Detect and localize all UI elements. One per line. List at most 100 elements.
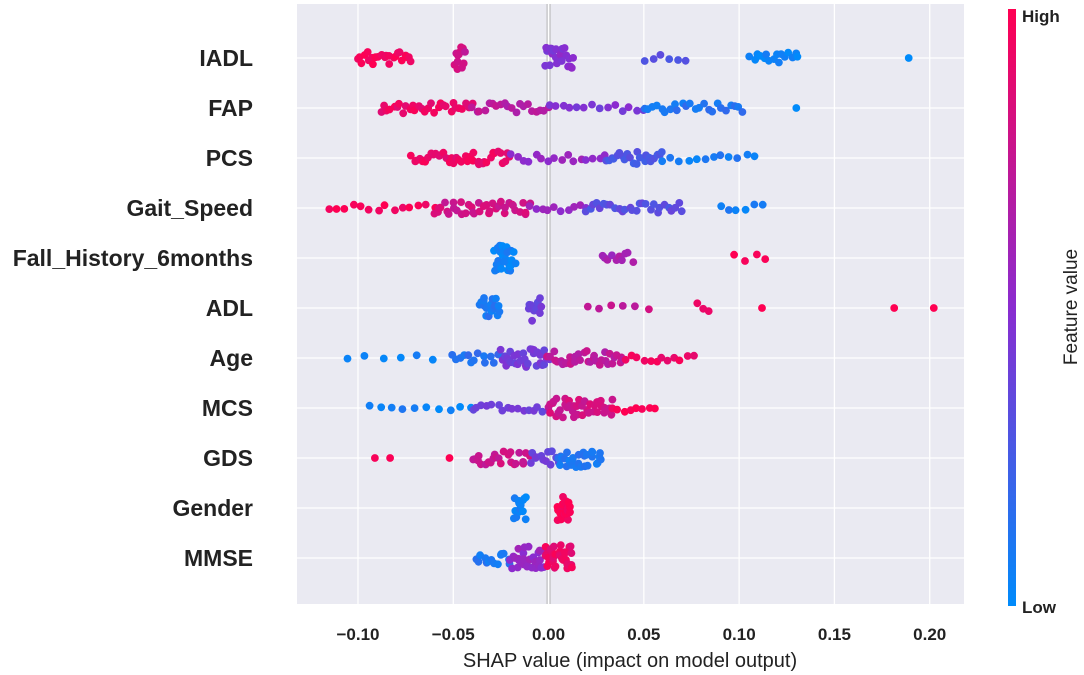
- shap-point: [487, 400, 496, 409]
- shap-point: [421, 200, 430, 209]
- shap-point: [629, 258, 638, 266]
- shap-point: [557, 57, 566, 65]
- shap-point: [399, 109, 408, 118]
- shap-point: [758, 304, 766, 312]
- shap-point: [414, 201, 423, 210]
- shap-point: [396, 353, 405, 362]
- shap-point: [685, 99, 694, 108]
- shap-point: [519, 507, 527, 516]
- shap-point: [524, 157, 533, 166]
- shap-point: [410, 404, 419, 412]
- shap-point: [458, 105, 466, 113]
- shap-point: [758, 200, 767, 209]
- shap-point: [506, 448, 515, 456]
- feature-label: Age: [210, 345, 253, 371]
- data-points: [325, 43, 938, 573]
- shap-point: [340, 205, 349, 213]
- feature-label: MMSE: [184, 545, 253, 571]
- x-tick-label: 0.05: [627, 625, 660, 644]
- shap-point: [663, 356, 672, 365]
- shap-point: [364, 205, 373, 214]
- shap-point: [693, 299, 702, 308]
- shap-point: [494, 560, 502, 569]
- x-tick-label: 0.10: [723, 625, 756, 644]
- shap-point: [387, 403, 396, 412]
- shap-point: [738, 108, 747, 116]
- feature-label: GDS: [203, 445, 253, 471]
- shap-point: [681, 56, 690, 65]
- shap-point: [435, 405, 443, 414]
- shap-point: [550, 154, 558, 163]
- shap-point: [422, 403, 431, 412]
- shap-point: [540, 360, 549, 369]
- shap-point: [428, 355, 437, 364]
- shap-point: [556, 541, 565, 549]
- shap-point: [588, 100, 596, 109]
- shap-point: [640, 57, 649, 65]
- shap-point: [480, 352, 488, 361]
- shap-point: [607, 410, 616, 419]
- shap-point: [741, 205, 750, 214]
- shap-point: [550, 347, 559, 356]
- shap-point: [537, 154, 545, 163]
- shap-point: [683, 352, 692, 360]
- shap-point: [513, 404, 522, 413]
- shap-point: [545, 61, 554, 70]
- shap-point: [657, 353, 666, 362]
- shap-point: [380, 201, 389, 210]
- shap-point: [745, 52, 754, 61]
- shap-point: [649, 55, 658, 63]
- shap-point: [430, 108, 438, 117]
- shap-point: [494, 302, 503, 310]
- shap-point: [548, 447, 556, 456]
- shap-point: [595, 104, 604, 113]
- shap-point: [563, 448, 571, 457]
- shap-point: [546, 460, 555, 469]
- shap-point: [564, 515, 572, 524]
- shap-point: [666, 105, 675, 114]
- shap-point: [692, 155, 701, 164]
- shap-point: [332, 205, 341, 213]
- shap-point: [743, 150, 752, 159]
- shap-point: [725, 206, 733, 214]
- shap-point: [761, 255, 770, 263]
- shap-point: [632, 160, 641, 168]
- shap-point: [467, 103, 476, 112]
- shap-point: [499, 549, 508, 558]
- x-axis-ticks: −0.10 −0.05 0.00 0.05 0.10 0.15 0.20: [336, 625, 946, 644]
- shap-point: [457, 198, 465, 207]
- shap-point: [385, 60, 394, 68]
- shap-point: [495, 307, 504, 316]
- shap-point: [469, 356, 478, 365]
- shap-point: [514, 153, 522, 161]
- shap-point: [741, 257, 749, 265]
- x-tick-label: −0.10: [336, 625, 379, 644]
- feature-label: Fall_History_6months: [13, 245, 253, 271]
- shap-point: [469, 148, 478, 157]
- x-tick-label: 0.15: [818, 625, 851, 644]
- colorbar-title: Feature value: [1061, 249, 1082, 365]
- shap-point: [512, 108, 521, 117]
- shap-point: [536, 556, 544, 564]
- shap-point: [632, 353, 641, 362]
- shap-point: [525, 202, 534, 211]
- shap-point: [456, 403, 464, 411]
- shap-point: [350, 200, 358, 209]
- shap-point: [657, 148, 666, 156]
- shap-point: [566, 508, 574, 517]
- shap-point: [588, 448, 597, 457]
- shap-point: [672, 106, 681, 115]
- shap-point: [632, 206, 641, 215]
- shap-point: [482, 158, 491, 167]
- shap-point: [386, 454, 394, 462]
- shap-point: [552, 45, 560, 54]
- shap-point: [496, 149, 505, 157]
- shap-point: [674, 157, 683, 166]
- shap-point: [621, 355, 630, 364]
- shap-point: [519, 199, 528, 207]
- shap-point: [649, 200, 658, 209]
- shap-point: [496, 459, 505, 468]
- colorbar: [1008, 9, 1016, 606]
- shap-point: [528, 316, 536, 325]
